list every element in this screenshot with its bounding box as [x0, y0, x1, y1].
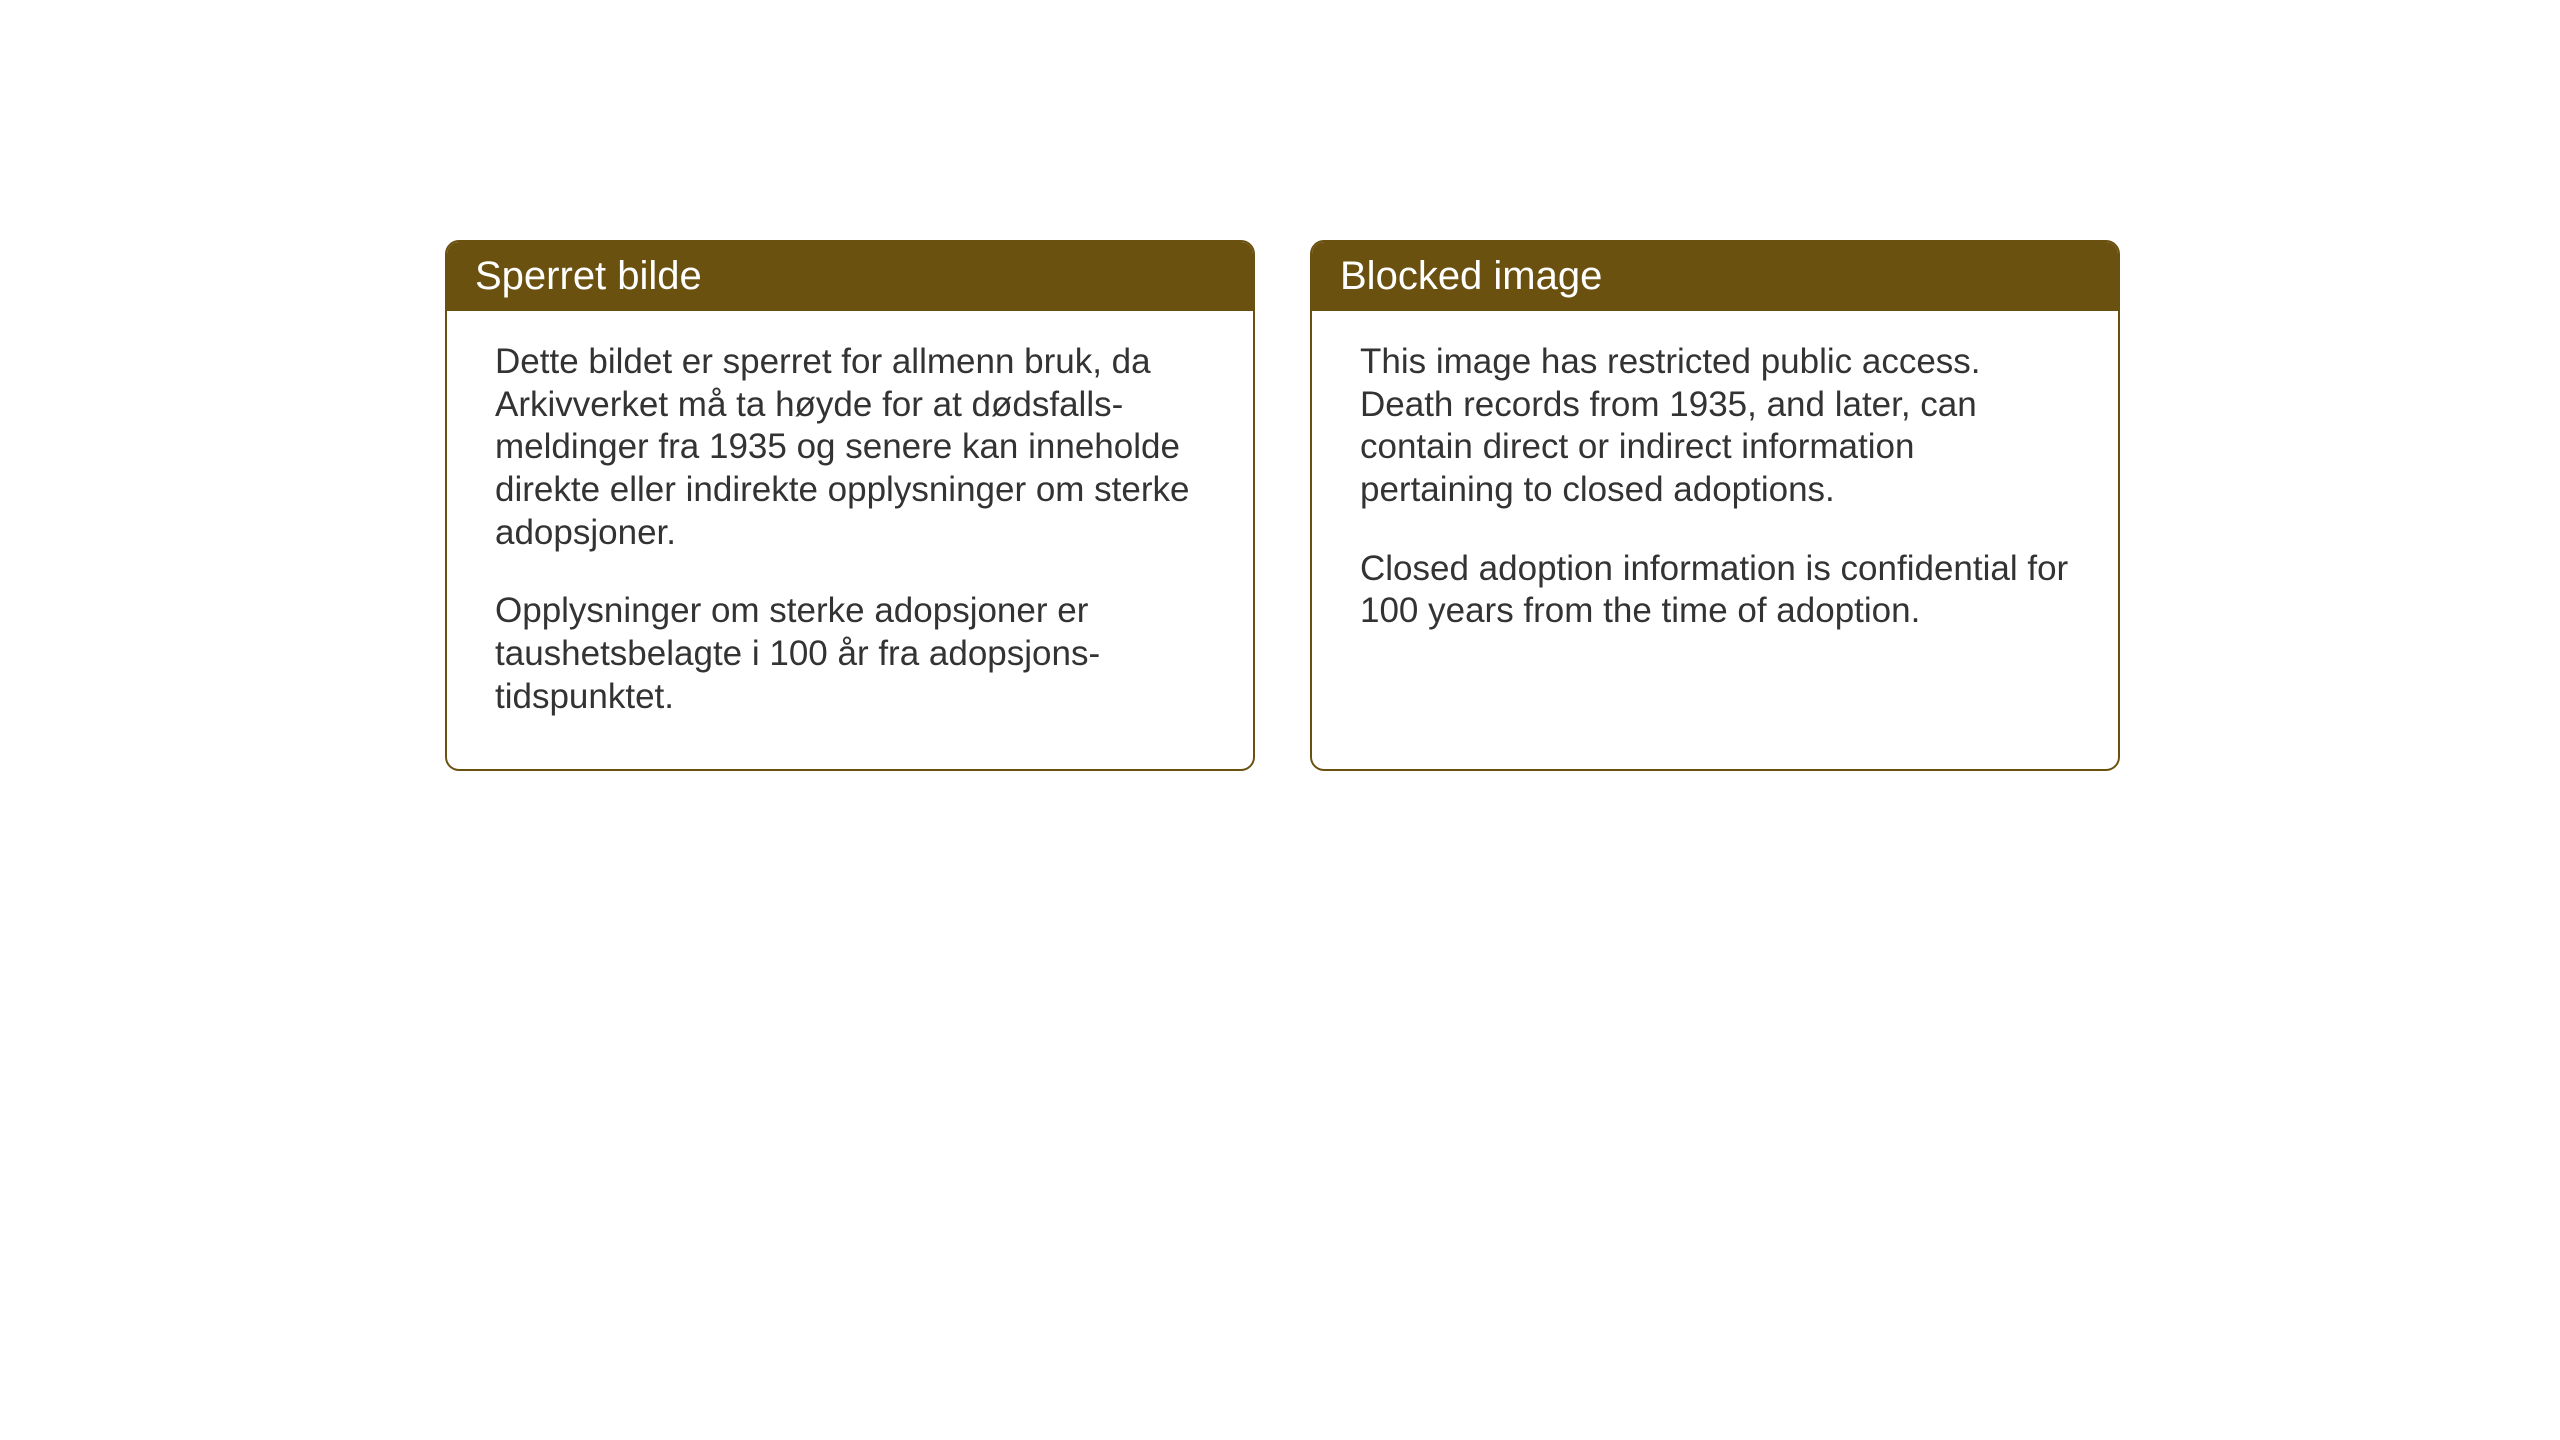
english-paragraph-1: This image has restricted public access.… — [1360, 341, 2070, 512]
norwegian-paragraph-2: Opplysninger om sterke adopsjoner er tau… — [495, 590, 1205, 718]
norwegian-card-body: Dette bildet er sperret for allmenn bruk… — [447, 311, 1253, 769]
english-notice-card: Blocked image This image has restricted … — [1310, 240, 2120, 771]
norwegian-notice-card: Sperret bilde Dette bildet er sperret fo… — [445, 240, 1255, 771]
notice-container: Sperret bilde Dette bildet er sperret fo… — [445, 240, 2120, 771]
english-card-body: This image has restricted public access.… — [1312, 311, 2118, 683]
norwegian-card-title: Sperret bilde — [447, 242, 1253, 311]
english-card-title: Blocked image — [1312, 242, 2118, 311]
norwegian-paragraph-1: Dette bildet er sperret for allmenn bruk… — [495, 341, 1205, 554]
english-paragraph-2: Closed adoption information is confident… — [1360, 548, 2070, 633]
